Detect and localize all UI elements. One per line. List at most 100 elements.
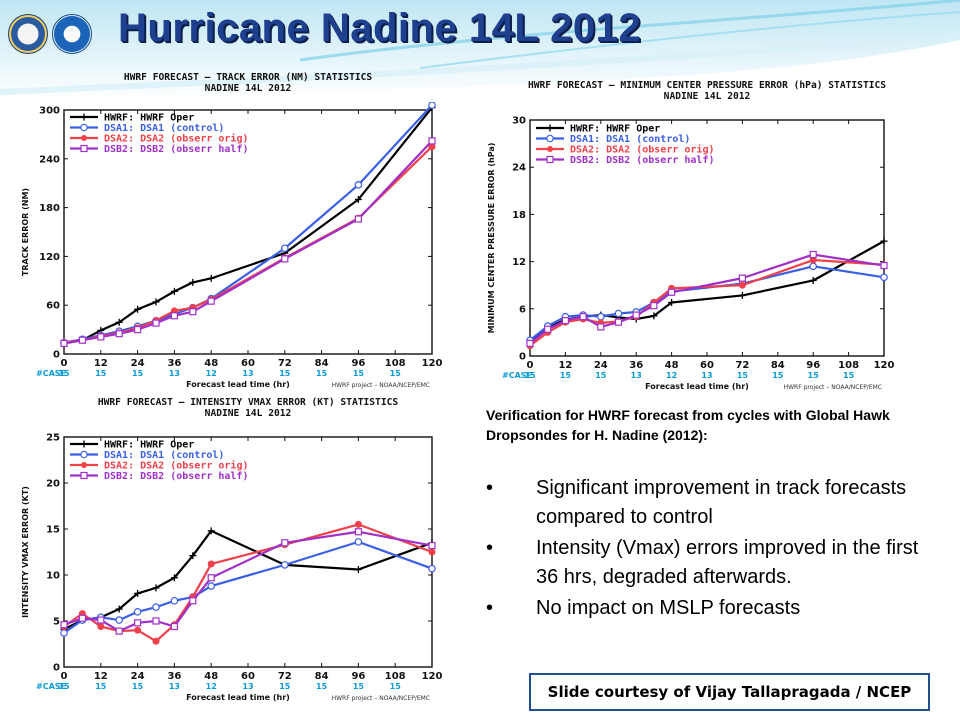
- intensity-svg: HWRF FORECAST – INTENSITY VMAX ERROR (KT…: [21, 397, 442, 702]
- data-point-dsa1: [60, 629, 68, 637]
- x-tick-label: 0: [61, 358, 68, 369]
- x-tick-label: 48: [665, 360, 679, 371]
- data-point-dsa1: [597, 312, 605, 321]
- x-tick-label: 96: [806, 360, 820, 371]
- bullet-icon: •: [486, 537, 494, 559]
- case-count: 15: [353, 682, 365, 691]
- legend-label-oper: HWRF: HWRF Oper: [104, 440, 194, 451]
- case-count: 13: [242, 369, 253, 378]
- data-point-dsa1: [428, 564, 436, 573]
- legend-marker-dsb2: [80, 144, 88, 153]
- x-tick-label: 72: [735, 360, 749, 371]
- data-point-oper: [650, 312, 658, 320]
- data-point-dsa1: [428, 102, 436, 109]
- data-point-dsa1: [809, 262, 818, 271]
- pressure-error-chart: HWRF FORECAST – MINIMUM CENTER PRESSURE …: [478, 74, 948, 391]
- data-point-dsb2: [281, 539, 289, 547]
- case-count: 15: [316, 682, 328, 691]
- data-point-oper: [152, 298, 160, 306]
- data-point-oper: [809, 276, 817, 284]
- legend-marker-dsa1: [80, 450, 88, 459]
- series-group: [60, 102, 436, 348]
- x-tick-label: 36: [167, 671, 181, 682]
- data-point-dsa1: [170, 596, 179, 605]
- legend-label-dsa1: DSA1: DSA1 (control): [570, 134, 690, 145]
- data-point-dsa1: [280, 244, 289, 253]
- data-point-dsb2: [97, 333, 105, 341]
- intensity-error-chart: HWRF FORECAST – INTENSITY VMAX ERROR (KT…: [0, 391, 470, 702]
- case-count: 13: [631, 371, 642, 380]
- data-point-dsa1: [152, 603, 160, 612]
- data-point-dsb2: [152, 617, 160, 625]
- y-tick-label: 60: [46, 301, 60, 312]
- data-point-dsa1: [880, 273, 888, 282]
- x-tick-label: 120: [422, 358, 443, 369]
- data-point-dsb2: [354, 215, 362, 223]
- data-point-oper: [880, 237, 888, 245]
- series-group: [526, 237, 888, 350]
- data-point-dsa2: [134, 626, 142, 634]
- legend-label-dsb2: DSB2: DSB2 (obserr half): [104, 471, 249, 482]
- case-count: 15: [58, 682, 70, 691]
- x-tick-label: 96: [351, 358, 365, 369]
- data-point-dsa2: [152, 637, 160, 645]
- x-tick-label: 12: [558, 360, 572, 371]
- data-point-dsb2: [170, 312, 178, 320]
- case-count: 12: [666, 371, 677, 380]
- data-point-dsb2: [632, 311, 640, 319]
- data-point-oper: [115, 605, 123, 613]
- data-point-dsb2: [614, 318, 623, 326]
- case-count: 13: [242, 682, 253, 691]
- data-point-dsb2: [597, 323, 605, 331]
- x-tick-label: 48: [204, 671, 218, 682]
- data-point-oper: [354, 565, 362, 573]
- data-point-dsa1: [614, 309, 623, 318]
- data-point-dsb2: [544, 325, 552, 333]
- legend-label-dsa2: DSA2: DSA2 (obserr orig): [104, 460, 249, 472]
- chart-subtitle: NADINE 14L 2012: [205, 83, 292, 94]
- x-tick-label: 84: [315, 671, 329, 682]
- y-tick-label: 10: [46, 571, 60, 582]
- y-tick-label: 0: [53, 663, 60, 674]
- y-tick-label: 18: [512, 210, 526, 221]
- data-point-dsa1: [354, 538, 363, 546]
- data-point-dsb2: [189, 308, 197, 316]
- track-svg: HWRF FORECAST – TRACK ERROR (NM) STATIST…: [21, 72, 443, 389]
- y-tick-label: 20: [46, 479, 60, 490]
- data-point-dsb2: [60, 339, 68, 348]
- y-axis-label: MINIMUM CENTER PRESSURE ERROR (hPa): [487, 143, 496, 334]
- data-point-oper: [170, 287, 178, 295]
- x-tick-label: 24: [131, 671, 145, 682]
- chart-subtitle: NADINE 14L 2012: [664, 91, 751, 102]
- verification-heading: Verification for HWRF forecast from cycl…: [486, 407, 890, 443]
- data-point-dsa1: [207, 582, 216, 590]
- y-tick-label: 25: [46, 433, 60, 444]
- data-point-dsb2: [60, 621, 68, 629]
- data-point-oper: [170, 574, 178, 582]
- data-point-dsb2: [650, 302, 658, 310]
- data-point-dsa1: [115, 616, 124, 624]
- case-count: 15: [808, 371, 820, 380]
- y-tick-label: 12: [512, 257, 526, 268]
- pressure-svg: HWRF FORECAST – MINIMUM CENTER PRESSURE …: [487, 80, 894, 391]
- legend-marker-dsa2: [81, 462, 87, 468]
- y-tick-label: 0: [519, 352, 526, 363]
- credit-box: Slide courtesy of Vijay Tallapragada / N…: [529, 673, 930, 711]
- case-count: 15: [279, 682, 291, 691]
- data-point-dsb2: [668, 288, 676, 296]
- case-count: 15: [390, 369, 402, 378]
- page-title: Hurricane Nadine 14L 2012: [118, 6, 642, 50]
- case-count: 15: [843, 371, 855, 380]
- legend-marker-dsa2: [547, 146, 553, 152]
- case-count: 15: [58, 369, 70, 378]
- case-count: 12: [206, 682, 217, 691]
- chart-title: HWRF FORECAST – MINIMUM CENTER PRESSURE …: [528, 80, 886, 91]
- data-point-dsb2: [354, 528, 362, 536]
- data-point-dsb2: [281, 255, 289, 263]
- finding-item: • No impact on MSLP forecasts: [486, 594, 926, 623]
- findings-list: • Significant improvement in track foreca…: [486, 474, 926, 625]
- legend-label-dsa2: DSA2: DSA2 (obserr orig): [570, 144, 715, 156]
- data-point-dsb2: [428, 137, 436, 145]
- data-point-dsb2: [152, 319, 160, 327]
- y-tick-label: 180: [39, 203, 60, 214]
